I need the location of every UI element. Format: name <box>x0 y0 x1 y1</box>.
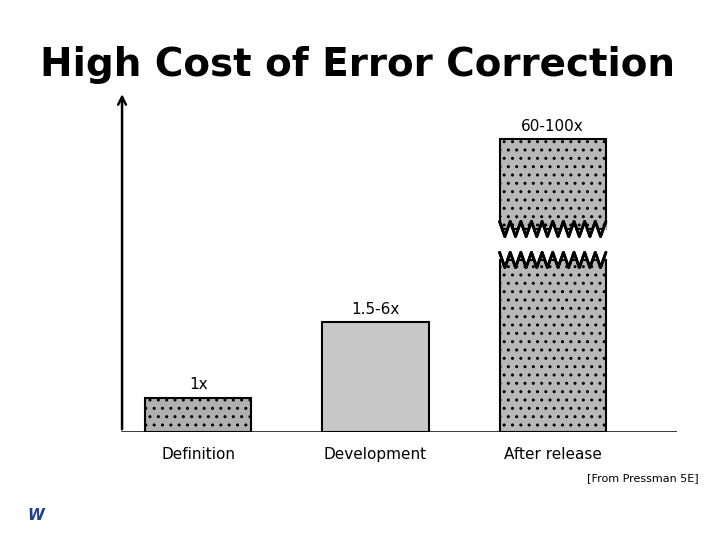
Polygon shape <box>18 495 54 532</box>
Bar <box>323 322 428 432</box>
Bar <box>500 139 606 229</box>
Text: Auburn University: Auburn University <box>86 502 199 512</box>
Bar <box>145 397 251 432</box>
Polygon shape <box>500 221 606 267</box>
Text: Definition: Definition <box>161 448 235 462</box>
Text: W: W <box>27 508 45 523</box>
Bar <box>500 260 606 432</box>
Text: 60-100x: 60-100x <box>521 119 584 134</box>
Text: High Cost of Error Correction: High Cost of Error Correction <box>40 46 675 84</box>
Text: [From Pressman 5E]: [From Pressman 5E] <box>587 473 698 483</box>
Text: 1.5-6x: 1.5-6x <box>351 302 400 317</box>
Text: Development: Development <box>324 448 427 462</box>
Text: After release: After release <box>504 448 602 462</box>
Text: 1x: 1x <box>189 377 207 393</box>
Text: Computer Science and Software Engineering: Computer Science and Software Engineerin… <box>86 522 305 531</box>
Text: COMP 6710 Course Notes Slide 2-7: COMP 6710 Course Notes Slide 2-7 <box>488 511 706 521</box>
